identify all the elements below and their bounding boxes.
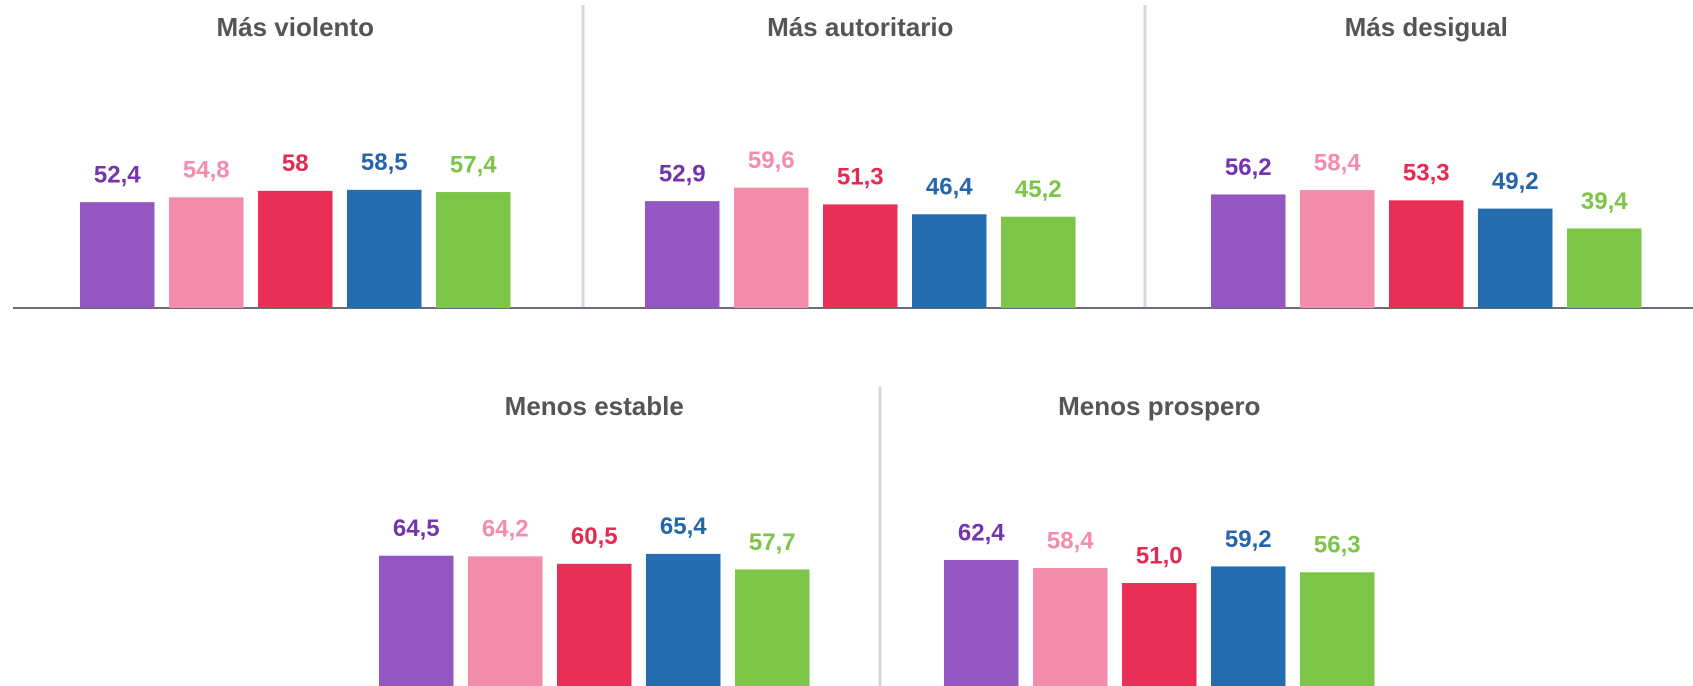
value-label: 56,2: [1225, 154, 1272, 181]
bar: [1300, 190, 1375, 308]
bar: [1389, 200, 1464, 308]
value-label: 53,3: [1403, 160, 1450, 187]
value-label: 58,5: [361, 149, 408, 176]
chart-title: Menos estable: [505, 391, 684, 421]
bar: [1122, 582, 1197, 686]
value-label: 58,4: [1314, 149, 1361, 176]
value-label: 62,4: [958, 519, 1005, 546]
value-label: 49,2: [1492, 168, 1539, 195]
bar: [347, 189, 422, 308]
value-label: 60,5: [571, 523, 618, 550]
value-label: 52,9: [659, 160, 706, 187]
value-label: 54,8: [183, 157, 230, 184]
bar: [912, 214, 987, 308]
chart-title: Más autoritario: [767, 12, 953, 42]
bar: [436, 192, 511, 308]
bar: [645, 201, 720, 308]
bar: [1211, 566, 1286, 686]
value-label: 59,2: [1225, 526, 1272, 553]
value-label: 46,4: [926, 174, 973, 201]
bar: [646, 553, 721, 686]
value-label: 56,3: [1314, 532, 1361, 559]
value-label: 58,4: [1047, 527, 1094, 554]
bar: [258, 190, 333, 308]
bar: [468, 556, 543, 686]
chart-title: Más violento: [217, 12, 374, 42]
bar: [734, 187, 809, 308]
bar: [1567, 228, 1642, 308]
bar: [557, 563, 632, 686]
bar: [735, 569, 810, 686]
value-label: 39,4: [1581, 188, 1628, 215]
bar: [944, 559, 1019, 686]
bar: [1478, 208, 1553, 308]
bar: [80, 202, 155, 308]
value-label: 59,6: [748, 147, 795, 174]
value-label: 57,7: [749, 529, 796, 556]
value-label: 51,0: [1136, 542, 1183, 569]
bar: [1211, 194, 1286, 308]
bar: [169, 197, 244, 308]
chart-title: Menos prospero: [1058, 391, 1260, 421]
bar: [1001, 216, 1076, 308]
value-label: 64,5: [393, 515, 440, 542]
value-label: 51,3: [837, 164, 884, 191]
bar: [379, 555, 454, 686]
value-label: 58: [282, 150, 309, 177]
value-label: 45,2: [1015, 176, 1062, 203]
value-label: 57,4: [450, 151, 497, 178]
bar: [1033, 568, 1108, 686]
bar: [1300, 572, 1375, 686]
value-label: 65,4: [660, 513, 707, 540]
bar: [823, 204, 898, 308]
value-label: 64,2: [482, 516, 529, 543]
chart-title: Más desigual: [1345, 12, 1508, 42]
value-label: 52,4: [94, 161, 141, 188]
